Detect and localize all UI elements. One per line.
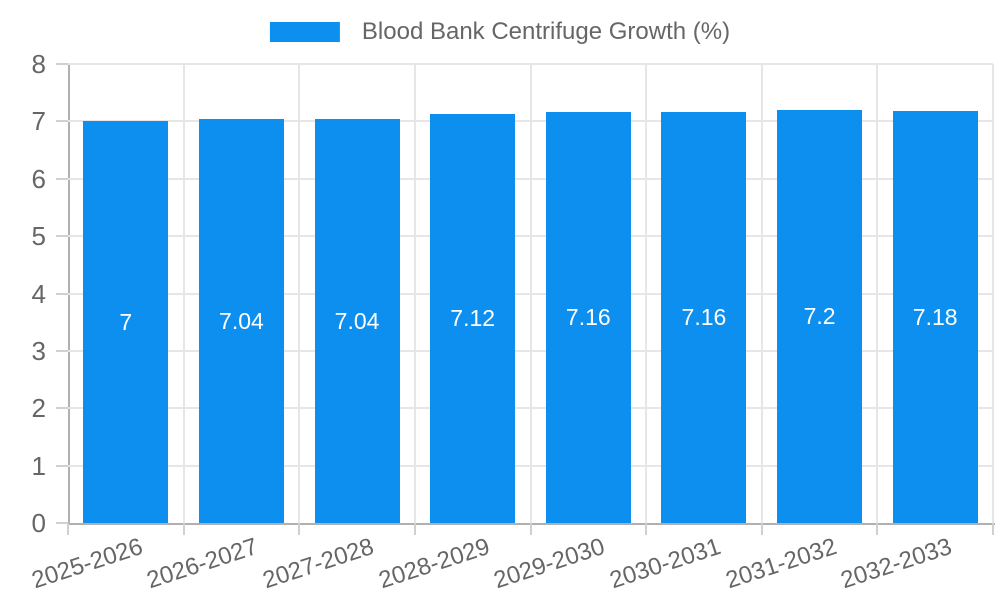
bar: 7 <box>83 121 169 523</box>
legend-label: Blood Bank Centrifuge Growth (%) <box>361 18 731 45</box>
y-axis-label: 3 <box>31 335 46 366</box>
y-axis-tick <box>56 407 68 410</box>
y-axis-tick <box>56 522 68 524</box>
x-gridline <box>876 64 879 523</box>
bar-value-label: 7.16 <box>681 304 727 331</box>
x-axis-tick <box>182 523 185 535</box>
x-axis-tick <box>298 523 301 535</box>
bar: 7.18 <box>892 111 978 523</box>
bar: 7.04 <box>198 119 284 523</box>
bar-value-label: 7.18 <box>912 303 958 330</box>
x-gridline <box>413 64 416 523</box>
bar: 7.2 <box>777 109 863 523</box>
x-axis-tick <box>876 523 879 535</box>
x-gridline <box>529 64 532 523</box>
bar-value-label: 7.04 <box>334 307 380 334</box>
x-axis-tick <box>413 523 416 535</box>
y-axis-tick <box>56 235 68 238</box>
y-axis-label: 1 <box>31 450 46 481</box>
y-axis-label: 5 <box>31 221 46 252</box>
y-axis-label: 0 <box>31 508 46 538</box>
bar-value-label: 7.16 <box>565 304 611 331</box>
x-axis-tick <box>67 523 69 535</box>
x-gridline <box>298 64 301 523</box>
y-axis-label: 7 <box>31 106 46 137</box>
y-axis-tick <box>56 177 68 180</box>
x-gridline <box>760 64 763 523</box>
bar-value-label: 7.04 <box>219 307 264 334</box>
y-axis-label: 4 <box>31 278 46 309</box>
x-gridline <box>645 64 648 523</box>
y-axis-label: 6 <box>31 163 46 194</box>
legend-swatch-icon <box>269 22 340 42</box>
y-axis-label: 8 <box>31 49 46 79</box>
y-axis-tick <box>56 464 68 467</box>
x-axis-tick <box>529 523 532 535</box>
bar: 7.12 <box>430 114 516 523</box>
y-axis-tick <box>56 349 68 352</box>
x-axis-tick <box>992 523 994 535</box>
x-axis-tick <box>645 523 648 535</box>
x-axis-tick <box>760 523 763 535</box>
legend[interactable]: Blood Bank Centrifuge Growth (%) <box>269 18 731 46</box>
bar-value-label: 7.12 <box>450 305 496 332</box>
bar: 7.04 <box>314 119 400 523</box>
y-axis-label: 2 <box>31 393 46 424</box>
y-axis-tick <box>56 120 68 123</box>
plot-area <box>68 64 995 525</box>
bar-value-label: 7 <box>119 308 133 335</box>
bar: 7.16 <box>661 112 747 523</box>
bar-value-label: 7.2 <box>803 302 836 329</box>
y-axis-tick <box>56 292 68 295</box>
x-gridline <box>182 64 185 523</box>
bar: 7.16 <box>545 112 631 523</box>
x-gridline <box>992 64 994 523</box>
y-axis-tick <box>56 63 68 65</box>
